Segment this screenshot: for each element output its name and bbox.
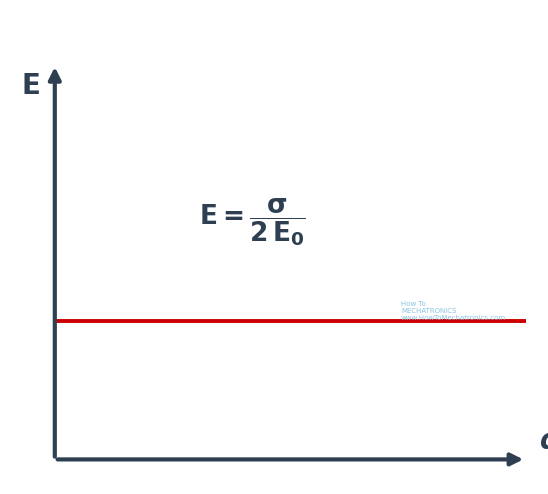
- Text: d: d: [540, 427, 548, 455]
- Text: GRAPH FOR PLANAR SYMMETRY: GRAPH FOR PLANAR SYMMETRY: [61, 16, 487, 41]
- Text: E: E: [22, 72, 41, 100]
- Text: How To
MECHATRONICS
www.HowToMechatronics.com: How To MECHATRONICS www.HowToMechatronic…: [401, 301, 506, 321]
- Text: $\mathbf{E{=}\dfrac{\sigma}{2\,E_0}}$: $\mathbf{E{=}\dfrac{\sigma}{2\,E_0}}$: [199, 197, 306, 248]
